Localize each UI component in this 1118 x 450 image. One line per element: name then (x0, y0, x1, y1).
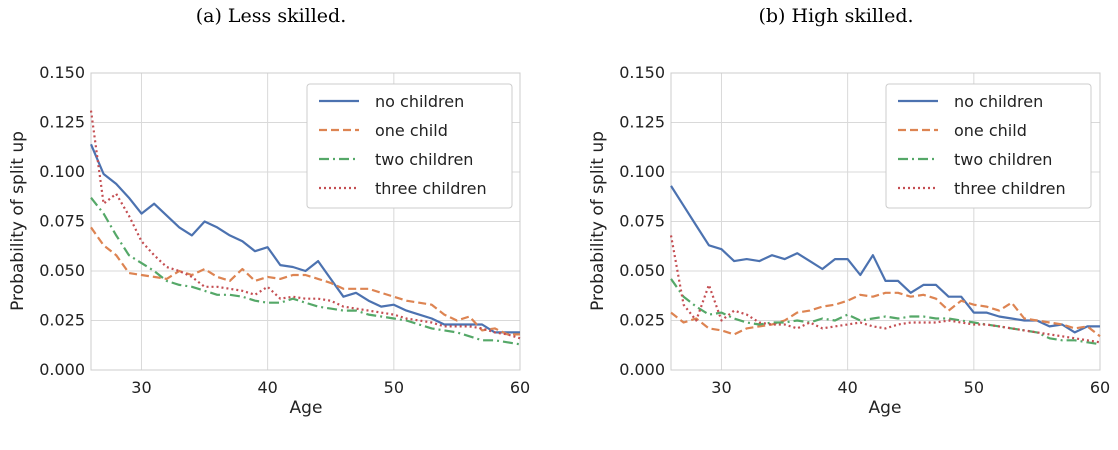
y-tick-label: 0.025 (619, 311, 665, 330)
plot-area (670, 72, 1101, 371)
x-tick-label: 60 (510, 378, 530, 397)
legend-label: no children (375, 92, 464, 111)
x-tick-label: 50 (964, 378, 984, 397)
y-tick-label: 0.100 (39, 162, 85, 181)
legend-label: two children (375, 150, 473, 169)
x-axis-label: Age (869, 398, 902, 418)
y-tick-label: 0.025 (39, 311, 85, 330)
y-tick-label: 0.125 (39, 113, 85, 132)
y-tick-label: 0.050 (39, 261, 85, 280)
legend-label: no children (954, 92, 1043, 111)
y-tick-label: 0.150 (619, 63, 665, 82)
y-tick-label: 0.050 (619, 261, 665, 280)
chart-panel-high-skilled: (b) High skilled. 0.000 0.025 0.050 0.075 0.… (588, 5, 1110, 418)
x-tick-label: 40 (257, 378, 277, 397)
y-tick-label: 0.150 (39, 63, 85, 82)
series-line-one-child (670, 291, 1101, 338)
y-tick-label: 0.100 (619, 162, 665, 181)
y-axis-label: Probability of split up (588, 131, 608, 311)
legend-label: three children (954, 179, 1066, 198)
legend-label: one child (375, 121, 448, 140)
y-tick-label: 0.075 (619, 212, 665, 231)
y-tick-label: 0.125 (619, 113, 665, 132)
x-tick-label: 30 (131, 378, 151, 397)
x-tick-label: 30 (711, 378, 731, 397)
x-axis-label: Age (290, 398, 323, 418)
y-tick-label: 0.000 (619, 360, 665, 379)
series-line-three-children (669, 235, 1101, 344)
legend: no children one child two children three ch… (306, 83, 513, 209)
x-tick-label: 40 (837, 378, 857, 397)
x-tick-label: 60 (1090, 378, 1110, 397)
y-tick-label: 0.000 (39, 360, 85, 379)
x-tick-label: 50 (384, 378, 404, 397)
plot-area (90, 72, 521, 371)
legend: no children one child two children three ch… (885, 83, 1092, 209)
legend-label: two children (954, 150, 1052, 169)
series-line-no-children (670, 185, 1100, 334)
series-line-one-child (90, 226, 520, 336)
y-tick-label: 0.075 (39, 212, 85, 231)
legend-label: one child (954, 121, 1027, 140)
series-line-no-children (89, 143, 520, 334)
chart-panel-less-skilled: (a) Less skilled. 0.000 0.025 0.050 0.075 0.… (8, 5, 530, 418)
chart-title: (b) High skilled. (758, 5, 913, 27)
chart-title: (a) Less skilled. (196, 5, 347, 27)
y-axis-label: Probability of split up (8, 131, 28, 311)
series-line-two-children (90, 197, 521, 346)
legend-label: three children (375, 179, 487, 198)
